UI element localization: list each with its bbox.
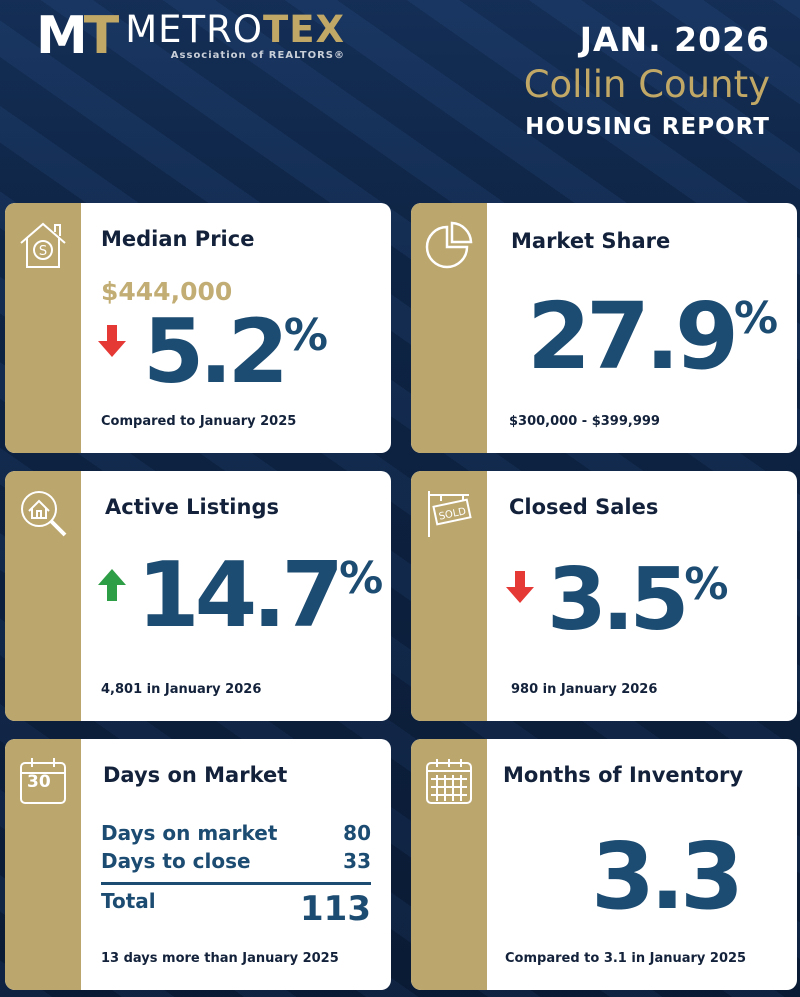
house-dollar-icon: S: [20, 222, 66, 268]
svg-text:S: S: [39, 244, 47, 259]
card-title: Months of Inventory: [503, 763, 744, 787]
median-price-card: S Median Price $444,000 5.2% Compared to…: [5, 203, 391, 453]
arrow-down-icon: [98, 325, 126, 357]
dom-total-row: Total 113: [101, 889, 371, 929]
divider: [101, 882, 371, 885]
closed-sales-card: SOLD Closed Sales 3.5% 980 in January 20…: [411, 471, 797, 721]
county-name: Collin County: [523, 63, 770, 106]
market-share-value: 27.9%: [527, 283, 779, 390]
calendar-icon: [426, 759, 472, 804]
card-footer: 4,801 in January 2026: [101, 682, 262, 697]
logo-subtitle: Association of REALTORS®: [170, 50, 346, 61]
card-footer: Compared to 3.1 in January 2025: [505, 951, 747, 966]
card-footer: Compared to January 2025: [101, 414, 297, 429]
report-header: JAN. 2026 Collin County HOUSING REPORT: [524, 20, 770, 140]
card-title: Market Share: [511, 229, 671, 253]
median-price-change: 5.2%: [143, 300, 328, 403]
card-title: Median Price: [101, 227, 255, 251]
card-title: Days on Market: [103, 763, 288, 787]
active-listings-card: Active Listings 14.7% 4,801 in January 2…: [5, 471, 391, 721]
card-footer: $300,000 - $399,999: [509, 414, 660, 429]
report-title: HOUSING REPORT: [525, 114, 770, 140]
card-footer: 13 days more than January 2025: [101, 951, 339, 966]
pie-chart-icon: [425, 221, 473, 269]
months-inventory-value: 3.3: [591, 823, 744, 930]
dom-row: Days to close 33: [101, 849, 371, 873]
card-title: Active Listings: [105, 495, 279, 519]
card-title: Closed Sales: [509, 495, 659, 519]
closed-sales-change: 3.5%: [547, 550, 729, 650]
card-footer: 980 in January 2026: [511, 682, 658, 697]
active-listings-change: 14.7%: [137, 543, 384, 648]
sold-sign-icon: SOLD: [428, 491, 472, 537]
dom-row: Days on market 80: [101, 821, 371, 845]
days-on-market-card: 30 Days on Market Days on market 80 Days …: [5, 739, 391, 990]
arrow-up-icon: [98, 569, 126, 601]
calendar-30-icon: [20, 758, 66, 804]
report-date: JAN. 2026: [579, 20, 770, 59]
market-share-card: Market Share 27.9% $300,000 - $399,999: [411, 203, 797, 453]
calendar-number: 30: [27, 772, 51, 792]
logo-name: METROTEX: [125, 8, 346, 51]
arrow-down-icon: [506, 571, 534, 603]
house-search-icon: [21, 491, 67, 537]
months-inventory-card: Months of Inventory 3.3 Compared to 3.1 …: [411, 739, 797, 990]
median-price-value: $444,000: [101, 277, 233, 306]
